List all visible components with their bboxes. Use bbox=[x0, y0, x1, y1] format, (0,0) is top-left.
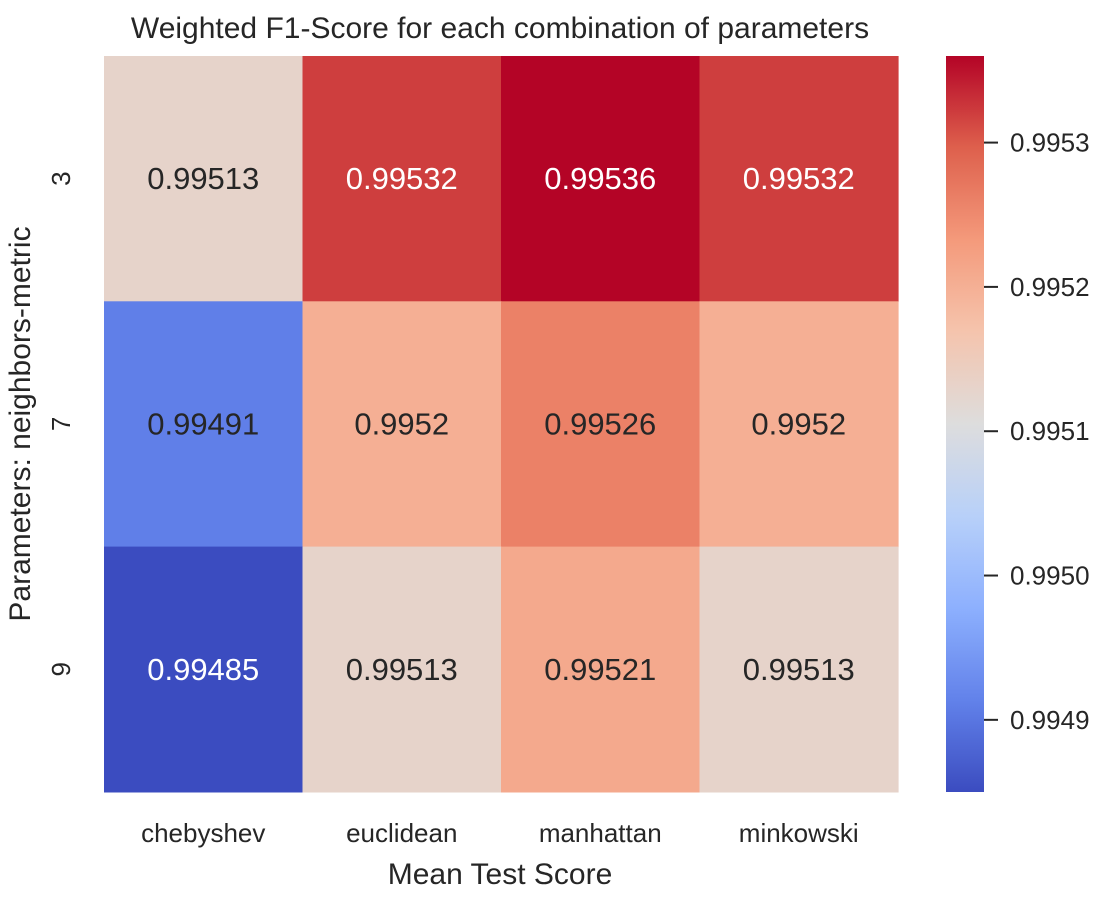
heatmap-cell-label: 0.99513 bbox=[147, 161, 259, 196]
heatmap-cell-label: 0.99513 bbox=[743, 652, 855, 687]
heatmap-cell bbox=[302, 546, 502, 793]
heatmap-cell bbox=[104, 546, 304, 793]
heatmap-cell-label: 0.99526 bbox=[544, 406, 656, 441]
heatmap-cell bbox=[699, 301, 899, 548]
x-tick-label: manhattan bbox=[539, 818, 662, 848]
y-axis-ticks: 3 7 9 bbox=[46, 171, 76, 676]
heatmap-cell-label: 0.99536 bbox=[544, 161, 656, 196]
heatmap-cell-label: 0.99485 bbox=[147, 652, 259, 687]
x-axis-label: Mean Test Score bbox=[388, 858, 613, 891]
heatmap-cell bbox=[104, 56, 304, 302]
heatmap-cells bbox=[104, 56, 899, 793]
heatmap-cell-label: 0.9952 bbox=[751, 406, 846, 441]
colorbar-tick-label: 0.9950 bbox=[1010, 561, 1090, 591]
colorbar-tick-label: 0.9951 bbox=[1010, 416, 1090, 446]
y-axis-label: Parameters: neighbors-metric bbox=[4, 226, 37, 621]
heatmap-cell bbox=[699, 546, 899, 793]
heatmap-cell-label: 0.99532 bbox=[346, 161, 458, 196]
heatmap-cell bbox=[104, 301, 304, 548]
x-tick-label: minkowski bbox=[739, 818, 859, 848]
colorbar-tick-label: 0.9949 bbox=[1010, 705, 1090, 735]
heatmap-cell bbox=[501, 301, 701, 548]
heatmap-cell-labels: 0.99513 0.99532 0.99536 0.99532 0.99491 0.995… bbox=[147, 161, 855, 687]
x-axis-ticks: chebyshev euclidean manhattan minkowski bbox=[141, 818, 859, 848]
x-tick-label: euclidean bbox=[346, 818, 457, 848]
y-tick-label: 3 bbox=[46, 171, 76, 185]
y-tick-label: 9 bbox=[46, 662, 76, 676]
heatmap-cell bbox=[302, 56, 502, 302]
colorbar-tick-label: 0.9952 bbox=[1010, 272, 1090, 302]
heatmap-cell-label: 0.99491 bbox=[147, 406, 259, 441]
colorbar-ticks: 0.9949 0.9950 0.9951 0.9952 0.9953 bbox=[984, 128, 1090, 735]
heatmap-cell-label: 0.99513 bbox=[346, 652, 458, 687]
heatmap-cell bbox=[302, 301, 502, 548]
heatmap-cell-label: 0.9952 bbox=[354, 406, 449, 441]
heatmap-cell-label: 0.99521 bbox=[544, 652, 656, 687]
heatmap-cell bbox=[699, 56, 899, 302]
heatmap-cell bbox=[501, 546, 701, 793]
colorbar bbox=[946, 56, 984, 792]
y-tick-label: 7 bbox=[46, 417, 76, 431]
heatmap-cell-label: 0.99532 bbox=[743, 161, 855, 196]
colorbar-tick-label: 0.9953 bbox=[1010, 128, 1090, 158]
heatmap-cell bbox=[501, 56, 701, 302]
x-tick-label: chebyshev bbox=[141, 818, 265, 848]
chart-title: Weighted F1-Score for each combination o… bbox=[131, 12, 869, 45]
